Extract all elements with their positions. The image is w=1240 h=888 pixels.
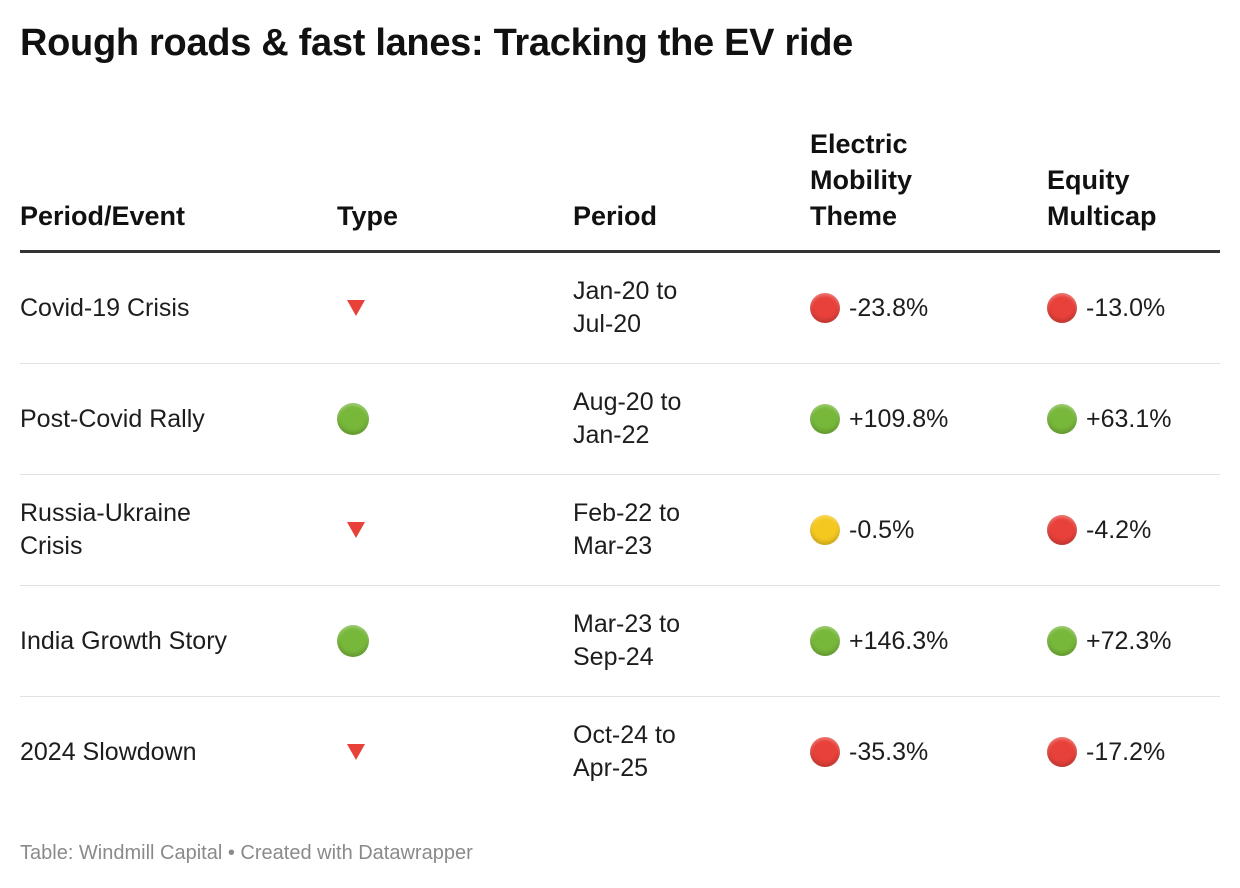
multicap-return-value: -17.2% xyxy=(1086,737,1166,766)
ev-return-value: -35.3% xyxy=(849,737,929,766)
cell-event: 2024 Slowdown xyxy=(20,697,320,807)
event-label: Russia-Ukraine Crisis xyxy=(20,499,191,560)
cell-period: Mar-23 to Sep-24 xyxy=(573,586,773,696)
table-row: India Growth Story Mar-23 to Sep-24 +146.3… xyxy=(20,586,1220,697)
column-header-period: Period xyxy=(573,201,658,231)
data-table: Period/Event Type Period Electric Mobili… xyxy=(20,120,1220,807)
event-label: 2024 Slowdown xyxy=(20,737,197,766)
column-header-equity-multicap: Equity Multicap xyxy=(1047,165,1157,231)
down-triangle-icon xyxy=(337,292,369,324)
red-circle-icon xyxy=(1047,515,1077,545)
table-row: Russia-Ukraine Crisis Feb-22 to Mar-23 -0.… xyxy=(20,475,1220,586)
event-label: Post-Covid Rally xyxy=(20,404,205,433)
cell-type xyxy=(337,253,537,363)
red-circle-icon xyxy=(1047,737,1077,767)
red-circle-icon xyxy=(810,737,840,767)
cell-event: Post-Covid Rally xyxy=(20,364,320,474)
column-header-type: Type xyxy=(337,201,399,231)
down-triangle-icon xyxy=(337,514,369,546)
cell-event: India Growth Story xyxy=(20,586,320,696)
period-label: Oct-24 to Apr-25 xyxy=(573,721,676,782)
table-header: Period/Event Type Period Electric Mobili… xyxy=(20,120,1220,253)
period-label: Aug-20 to Jan-22 xyxy=(573,388,682,449)
period-label: Feb-22 to Mar-23 xyxy=(573,499,681,560)
ev-return-value: -0.5% xyxy=(849,515,915,544)
cell-equity-multicap: -17.2% xyxy=(1047,697,1227,807)
cell-electric-mobility-theme: -0.5% xyxy=(810,475,1030,585)
red-circle-icon xyxy=(1047,293,1077,323)
event-label: India Growth Story xyxy=(20,626,228,655)
down-triangle-icon xyxy=(337,736,369,768)
multicap-return-value: -4.2% xyxy=(1086,515,1152,544)
ev-return-value: +109.8% xyxy=(849,404,949,433)
cell-event: Covid-19 Crisis xyxy=(20,253,320,363)
cell-equity-multicap: +63.1% xyxy=(1047,364,1227,474)
source-footer: Table: Windmill Capital • Created with D… xyxy=(20,842,473,864)
cell-type xyxy=(337,364,537,474)
cell-equity-multicap: -4.2% xyxy=(1047,475,1227,585)
event-label: Covid-19 Crisis xyxy=(20,293,190,322)
cell-electric-mobility-theme: +109.8% xyxy=(810,364,1030,474)
period-label: Jan-20 to Jul-20 xyxy=(573,277,678,338)
cell-period: Oct-24 to Apr-25 xyxy=(573,697,773,807)
green-circle-icon xyxy=(337,403,369,435)
multicap-return-value: -13.0% xyxy=(1086,293,1166,322)
ev-return-value: -23.8% xyxy=(849,293,929,322)
column-header-electric-mobility-theme: Electric Mobility Theme xyxy=(810,129,912,231)
cell-type xyxy=(337,586,537,696)
red-circle-icon xyxy=(810,293,840,323)
cell-period: Jan-20 to Jul-20 xyxy=(573,253,773,363)
cell-equity-multicap: -13.0% xyxy=(1047,253,1227,363)
cell-type xyxy=(337,475,537,585)
cell-electric-mobility-theme: -23.8% xyxy=(810,253,1030,363)
green-circle-icon xyxy=(810,404,840,434)
cell-period: Feb-22 to Mar-23 xyxy=(573,475,773,585)
cell-type xyxy=(337,697,537,807)
cell-period: Aug-20 to Jan-22 xyxy=(573,364,773,474)
cell-event: Russia-Ukraine Crisis xyxy=(20,475,320,585)
green-circle-icon xyxy=(337,625,369,657)
yellow-circle-icon xyxy=(810,515,840,545)
table-row: 2024 Slowdown Oct-24 to Apr-25 -35.3% -17.2… xyxy=(20,697,1220,807)
cell-equity-multicap: +72.3% xyxy=(1047,586,1227,696)
table-row: Covid-19 Crisis Jan-20 to Jul-20 -23.8% -13… xyxy=(20,253,1220,364)
cell-electric-mobility-theme: +146.3% xyxy=(810,586,1030,696)
ev-return-value: +146.3% xyxy=(849,626,949,655)
column-header-period-event: Period/Event xyxy=(20,201,186,231)
green-circle-icon xyxy=(1047,626,1077,656)
multicap-return-value: +72.3% xyxy=(1086,626,1172,655)
table-row: Post-Covid Rally Aug-20 to Jan-22 +109.8% +… xyxy=(20,364,1220,475)
green-circle-icon xyxy=(1047,404,1077,434)
table-body: Covid-19 Crisis Jan-20 to Jul-20 -23.8% -13… xyxy=(20,253,1220,807)
page-title: Rough roads & fast lanes: Tracking the E… xyxy=(20,22,853,64)
multicap-return-value: +63.1% xyxy=(1086,404,1172,433)
green-circle-icon xyxy=(810,626,840,656)
cell-electric-mobility-theme: -35.3% xyxy=(810,697,1030,807)
period-label: Mar-23 to Sep-24 xyxy=(573,610,680,671)
